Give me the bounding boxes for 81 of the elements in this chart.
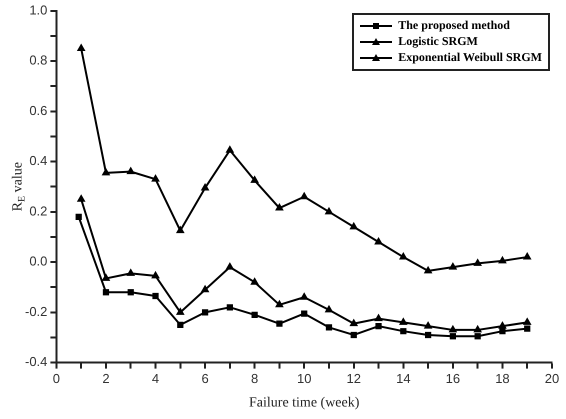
point [127, 168, 134, 174]
point [400, 253, 407, 260]
point [498, 322, 506, 329]
point [102, 274, 110, 281]
point [374, 238, 382, 244]
y-tick-label: 1.0 [29, 2, 48, 18]
point [325, 306, 333, 312]
point [226, 263, 234, 270]
point [152, 272, 160, 278]
point [350, 222, 358, 230]
point [78, 44, 85, 51]
legend-label: Exponential Weibull SRGM [398, 50, 542, 66]
x-axis-title: Failure time (week) [248, 395, 360, 410]
point [424, 332, 432, 338]
point [177, 322, 184, 328]
point [276, 300, 284, 308]
point [252, 312, 258, 318]
y-tick-label: -0.2 [24, 304, 48, 319]
x-tick-label: 16 [446, 370, 460, 386]
x-tick-label: 2 [102, 370, 110, 386]
point [474, 259, 482, 266]
point [524, 253, 531, 260]
x-tick-label: 20 [544, 370, 560, 386]
point [300, 293, 308, 300]
point [474, 333, 481, 340]
point [176, 308, 184, 315]
point [350, 320, 358, 326]
point [499, 328, 506, 334]
x-tick-label: 12 [346, 370, 361, 386]
point [524, 326, 530, 332]
x-tick-label: 4 [152, 370, 160, 386]
point [251, 278, 258, 285]
y-axis-title: RE value [10, 162, 28, 212]
x-tick-label: 18 [495, 370, 510, 386]
point [226, 146, 234, 153]
point [450, 333, 456, 340]
point [400, 318, 407, 325]
y-tick-label: -0.4 [24, 354, 48, 370]
point [424, 266, 432, 274]
x-tick-label: 0 [52, 370, 60, 386]
legend-label: The proposed method [398, 18, 510, 34]
y-tick-label: 0.6 [29, 102, 48, 118]
point [326, 324, 332, 331]
point [251, 176, 258, 183]
point [301, 310, 308, 317]
point [350, 332, 357, 338]
point [325, 208, 333, 214]
y-tick-label: 0.4 [29, 153, 48, 168]
point [78, 195, 85, 202]
point [474, 326, 482, 332]
point [276, 320, 283, 327]
point [374, 314, 382, 322]
point [276, 204, 284, 211]
point [300, 192, 308, 200]
point [202, 309, 208, 316]
x-tick-label: 8 [251, 370, 258, 386]
y-tick-label: 0.8 [29, 52, 48, 68]
point [226, 304, 233, 310]
point [400, 328, 406, 334]
x-tick-label: 14 [396, 370, 411, 386]
point [76, 214, 82, 220]
point [498, 256, 506, 264]
point [449, 326, 456, 332]
point [201, 286, 209, 292]
x-tick-label: 6 [201, 370, 209, 386]
point [201, 184, 209, 190]
point [152, 175, 160, 182]
point [176, 226, 184, 234]
point [127, 269, 134, 276]
point [524, 318, 531, 325]
point [424, 322, 432, 329]
y-tick-label: 0.0 [29, 254, 48, 269]
point [152, 292, 159, 300]
point [128, 289, 134, 296]
point [102, 168, 110, 176]
x-tick-label: 10 [296, 370, 312, 386]
point [102, 289, 110, 296]
legend-label: Logistic SRGM [398, 34, 478, 50]
y-tick-label: 0.2 [29, 203, 48, 218]
point [375, 323, 382, 330]
point [449, 263, 456, 270]
